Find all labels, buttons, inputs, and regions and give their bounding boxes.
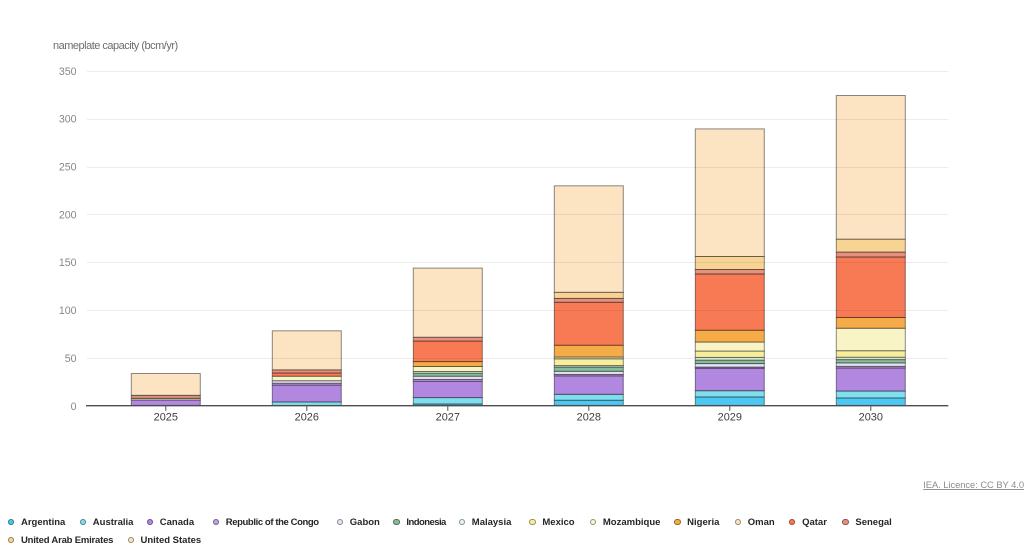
svg-text:200: 200 — [59, 209, 77, 221]
svg-text:0: 0 — [71, 401, 77, 413]
svg-text:2025: 2025 — [154, 412, 178, 424]
svg-text:2030: 2030 — [859, 412, 883, 424]
svg-text:300: 300 — [59, 114, 77, 126]
svg-text:150: 150 — [59, 257, 77, 269]
svg-text:nameplate capacity (bcm/yr): nameplate capacity (bcm/yr) — [53, 40, 178, 52]
svg-text:2027: 2027 — [436, 412, 460, 424]
svg-text:2026: 2026 — [295, 412, 319, 424]
svg-text:250: 250 — [59, 162, 77, 174]
svg-text:2028: 2028 — [577, 412, 601, 424]
svg-text:50: 50 — [65, 353, 77, 365]
svg-text:350: 350 — [59, 66, 77, 78]
svg-text:100: 100 — [59, 305, 77, 317]
svg-text:IEA. Licence: CC BY 4.0: IEA. Licence: CC BY 4.0 — [923, 479, 1024, 490]
svg-text:2029: 2029 — [718, 412, 742, 424]
